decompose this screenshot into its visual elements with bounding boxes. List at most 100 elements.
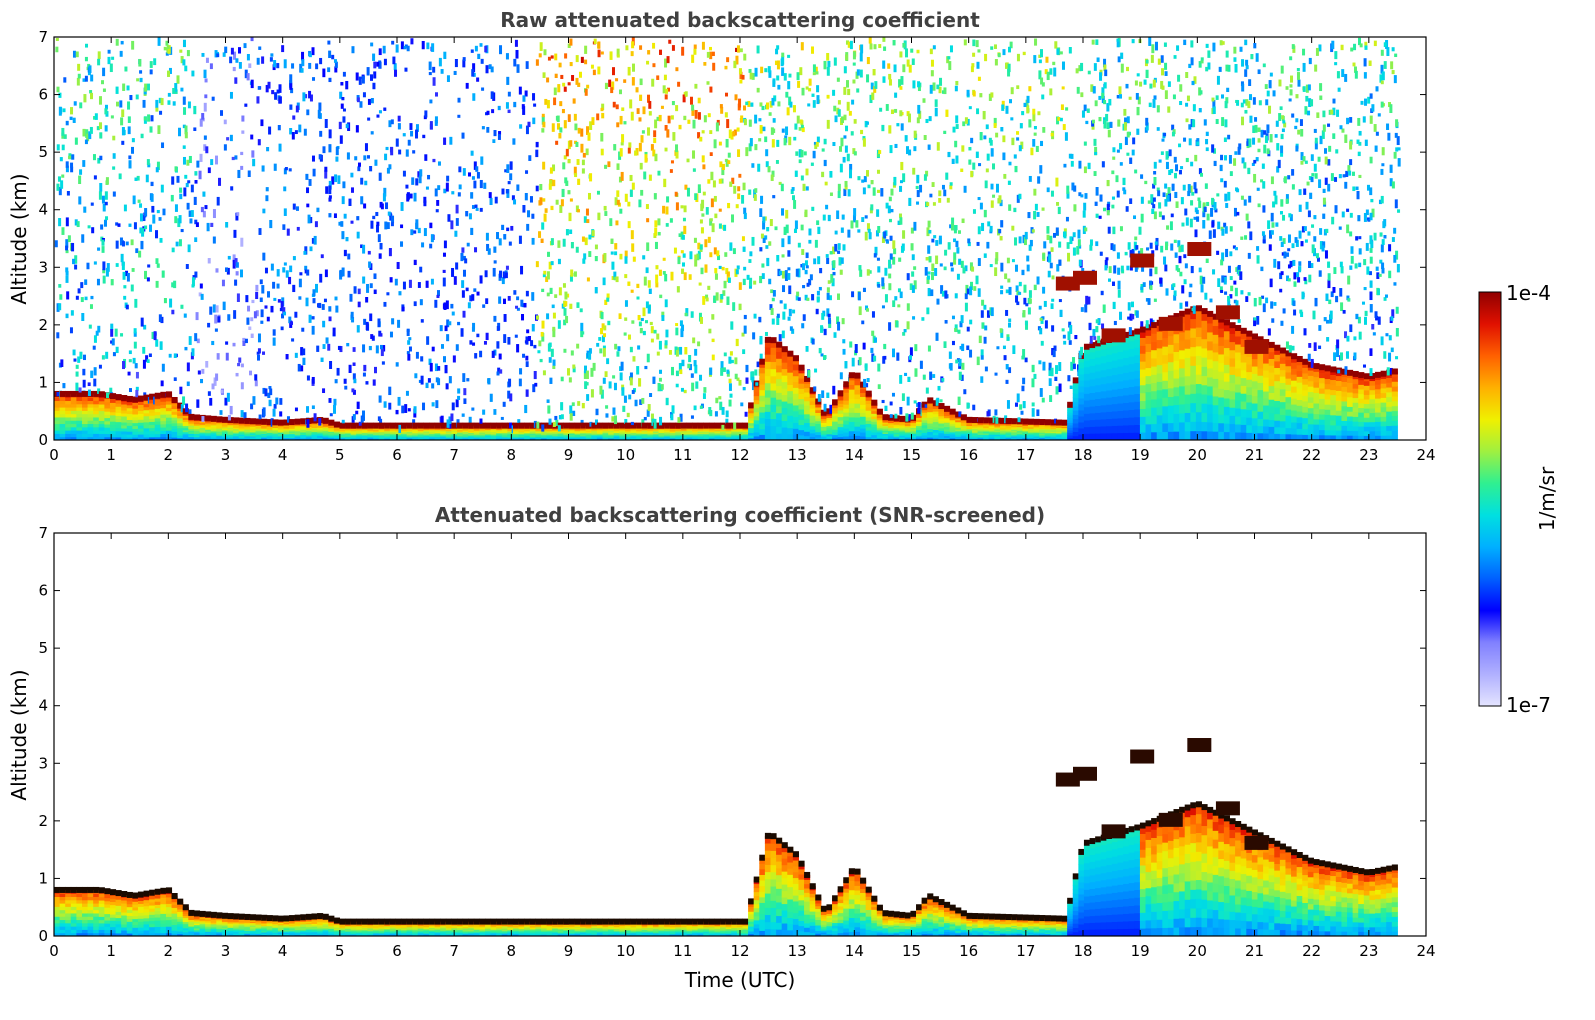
noise-speckle	[857, 176, 861, 181]
aerosol-cell	[451, 432, 458, 435]
noise-speckle	[834, 243, 838, 252]
noise-speckle	[160, 380, 164, 387]
noise-speckle	[315, 63, 319, 70]
noise-speckle	[296, 226, 300, 231]
aerosol-cell	[322, 429, 329, 431]
noise-speckle	[133, 331, 137, 337]
noise-speckle	[171, 247, 175, 253]
aerosol-cell	[882, 422, 889, 425]
noise-speckle	[305, 297, 309, 307]
noise-speckle	[726, 271, 730, 277]
noise-speckle	[152, 214, 156, 224]
noise-speckle	[808, 88, 812, 92]
noise-speckle	[764, 235, 768, 240]
noise-speckle	[461, 413, 465, 417]
aerosol-cell	[216, 425, 223, 428]
aerosol-cell	[496, 430, 503, 433]
noise-speckle	[685, 308, 689, 317]
aerosol-cell	[389, 437, 396, 440]
noise-speckle	[865, 305, 869, 311]
noise-speckle	[234, 155, 238, 160]
aerosol-cell	[826, 429, 833, 433]
noise-speckle	[631, 320, 635, 324]
aerosol-cell	[776, 412, 783, 421]
noise-speckle	[494, 196, 498, 204]
noise-speckle	[233, 229, 237, 238]
aerosol-cell	[149, 412, 156, 416]
aerosol-cell	[261, 428, 268, 431]
noise-speckle	[390, 222, 394, 227]
noise-speckle	[837, 109, 841, 117]
layer-top-cell	[373, 422, 380, 429]
noise-speckle	[692, 150, 696, 159]
aerosol-cell	[843, 424, 850, 429]
noise-speckle	[542, 72, 546, 78]
noise-speckle	[462, 373, 466, 382]
noise-speckle	[771, 139, 775, 148]
aerosol-cell	[871, 437, 878, 441]
noise-speckle	[75, 364, 79, 369]
aerosol-cell	[54, 420, 61, 425]
aerosol-cell	[199, 436, 206, 439]
noise-speckle	[292, 203, 296, 210]
noise-speckle	[884, 405, 888, 411]
noise-speckle	[398, 149, 402, 155]
noise-speckle	[612, 67, 615, 76]
noise-speckle	[860, 44, 864, 54]
noise-speckle	[659, 369, 663, 374]
aerosol-cell	[485, 430, 492, 433]
noise-speckle	[362, 92, 366, 98]
noise-speckle	[725, 159, 729, 167]
layer-top-cell	[804, 375, 811, 382]
noise-speckle	[294, 311, 298, 318]
noise-speckle	[709, 218, 713, 226]
aerosol-cell	[535, 429, 542, 432]
noise-speckle	[160, 98, 164, 106]
noise-speckle	[429, 222, 433, 229]
aerosol-cell	[104, 404, 111, 409]
noise-speckle	[664, 147, 668, 152]
layer-top-cell	[294, 418, 301, 425]
aerosol-cell	[389, 432, 396, 435]
noise-speckle	[319, 130, 323, 137]
aerosol-cell	[692, 431, 699, 434]
noise-speckle	[62, 108, 66, 113]
aerosol-cell	[98, 420, 105, 425]
aerosol-cell	[860, 408, 867, 413]
aerosol-cell	[854, 389, 861, 395]
noise-speckle	[493, 315, 497, 322]
aerosol-cell	[356, 435, 363, 438]
noise-speckle	[241, 115, 245, 122]
aerosol-cell	[664, 431, 671, 434]
noise-speckle	[675, 202, 679, 211]
aerosol-cell	[753, 403, 760, 409]
aerosol-cell	[389, 434, 396, 437]
noise-speckle	[350, 172, 354, 178]
noise-speckle	[781, 52, 785, 58]
noise-speckle	[270, 418, 274, 427]
noise-speckle	[833, 57, 837, 66]
noise-speckle	[328, 197, 332, 202]
noise-speckle	[270, 305, 274, 313]
noise-speckle	[501, 224, 505, 231]
noise-speckle	[120, 117, 124, 126]
noise-speckle	[887, 205, 891, 214]
noise-speckle	[435, 400, 439, 409]
aerosol-cell	[748, 432, 755, 436]
noise-speckle	[552, 179, 556, 187]
aerosol-cell	[115, 427, 122, 432]
noise-speckle	[717, 254, 721, 261]
noise-speckle	[569, 275, 573, 282]
noise-speckle	[136, 175, 140, 181]
aerosol-cell	[59, 420, 66, 425]
aerosol-cell	[121, 422, 128, 426]
aerosol-cell	[540, 434, 548, 437]
aerosol-cell	[227, 424, 234, 427]
aerosol-cell	[820, 416, 827, 420]
noise-speckle	[56, 144, 60, 151]
noise-speckle	[224, 397, 228, 406]
noise-speckle	[559, 204, 563, 213]
noise-speckle	[104, 104, 108, 110]
aerosol-cell	[731, 434, 738, 437]
aerosol-cell	[580, 428, 587, 431]
